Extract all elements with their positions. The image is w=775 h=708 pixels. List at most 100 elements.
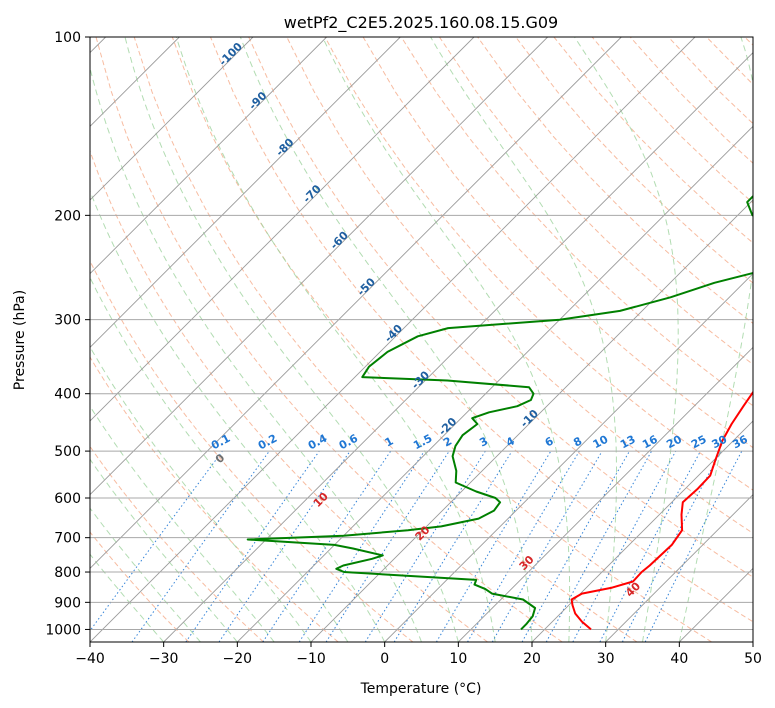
dry-adiabat <box>706 37 753 86</box>
mixing-ratio-label: 1.5 <box>411 432 434 453</box>
dry-adiabat <box>171 37 712 642</box>
mixing-ratio-line <box>521 450 630 642</box>
mixing-ratio-line <box>545 450 653 642</box>
y-tick-label: 700 <box>54 531 81 547</box>
dry-adiabat <box>515 37 753 284</box>
mixing-ratio-label: 20 <box>664 432 684 451</box>
mixing-ratio-line <box>218 450 351 642</box>
isotherm-line <box>752 641 753 642</box>
y-tick-label: 1000 <box>45 622 81 638</box>
mixing-ratio-label: 1 <box>383 434 396 449</box>
dry-adiabat <box>90 356 339 642</box>
isotherm-line <box>90 37 254 201</box>
moist-adiabat <box>90 553 165 642</box>
x-tick-label: 30 <box>597 651 615 667</box>
y-tick-label: 500 <box>54 444 81 460</box>
y-tick-label: 400 <box>54 387 81 403</box>
dry-adiabat <box>591 37 753 204</box>
isotherm-line <box>310 199 753 642</box>
mixing-ratio-label: 0.2 <box>256 432 279 453</box>
dry-adiabat <box>744 37 753 46</box>
dry-adiabat-label: 20 <box>413 523 433 543</box>
moist-adiabat <box>90 405 275 642</box>
x-tick-label: 0 <box>380 651 389 667</box>
isotherm-line <box>237 125 753 642</box>
x-tick-label: −20 <box>223 651 253 667</box>
isotherm-line <box>90 37 696 642</box>
isotherm-line <box>90 37 548 496</box>
mixing-ratio-line <box>90 450 223 632</box>
y-tick-label: 900 <box>54 595 81 611</box>
moist-adiabat <box>90 276 349 642</box>
moist-adiabat <box>678 37 753 642</box>
dry-adiabat <box>400 37 753 407</box>
profile-line-2 <box>246 194 753 631</box>
dry-adiabat-label: -50 <box>355 275 378 298</box>
profile-lines <box>246 194 753 631</box>
moist-adiabat <box>90 65 422 642</box>
dry-adiabat <box>90 531 190 642</box>
mixing-ratio-label: 8 <box>571 434 584 449</box>
x-tick-label: −30 <box>149 651 179 667</box>
mixing-ratio-line <box>572 450 677 642</box>
moist-adiabat <box>90 507 201 642</box>
grid <box>90 37 753 642</box>
moist-adiabat <box>90 345 312 642</box>
mixing-ratio-label: 0.4 <box>306 432 330 453</box>
mixing-ratio-label: 16 <box>640 433 660 452</box>
moist-adiabat <box>574 37 679 642</box>
mixing-ratio-line <box>599 450 701 642</box>
dry-adiabat <box>210 37 753 623</box>
y-tick-label: 800 <box>54 565 81 581</box>
x-tick-label: 50 <box>744 651 762 667</box>
y-axis: 1000 900 800 700 600 500 400 300 200 100 <box>45 30 90 638</box>
isotherm-line <box>605 494 753 642</box>
mixing-ratio-label: 36 <box>730 433 750 452</box>
dry-adiabat-label: -90 <box>246 89 269 112</box>
mixing-ratio-label: 13 <box>618 433 638 452</box>
y-tick-label: 300 <box>54 313 81 329</box>
plot-frame <box>89 36 754 643</box>
dry-adiabat-label: 40 <box>623 579 643 599</box>
x-tick-label: −10 <box>296 651 326 667</box>
dry-adiabat <box>90 149 488 642</box>
dry-adiabat <box>248 37 753 578</box>
isotherm-line <box>90 37 475 422</box>
x-tick-label: 10 <box>449 651 467 667</box>
mixing-ratio-label: 10 <box>591 432 611 451</box>
background-reference-lines <box>90 37 753 642</box>
dry-adiabat <box>133 37 638 642</box>
dry-adiabat-label: -60 <box>328 229 351 252</box>
isotherm-line <box>90 37 327 275</box>
x-tick-label: 40 <box>670 651 688 667</box>
isotherm-line <box>90 37 622 569</box>
moist-adiabat <box>430 37 617 642</box>
moist-adiabat <box>322 37 571 642</box>
y-tick-label: 200 <box>54 208 81 224</box>
y-tick-label: 600 <box>54 491 81 507</box>
x-tick-label: −40 <box>75 651 105 667</box>
dry-adiabat-label: -100 <box>216 40 245 69</box>
isotherm-line <box>531 420 753 642</box>
isotherm-line <box>384 273 753 642</box>
dry-adiabat-label: -10 <box>518 407 541 430</box>
isotherm-line <box>458 346 753 642</box>
mixing-ratio-line <box>131 450 270 642</box>
mixing-ratio-line <box>325 450 450 642</box>
dry-adiabat <box>324 37 753 491</box>
mixing-ratio-label: 3 <box>477 434 490 449</box>
mixing-ratio-label: 0.1 <box>209 432 232 453</box>
x-tick-label: 20 <box>523 651 541 667</box>
dry-adiabat <box>668 37 753 125</box>
moist-adiabat <box>239 37 533 642</box>
moist-adiabat <box>90 189 386 642</box>
dry-adiabat-label: -30 <box>409 368 432 391</box>
dry-adiabat-label: -80 <box>273 136 296 159</box>
mixing-ratio-label: 25 <box>689 433 709 452</box>
mixing-ratio-line <box>467 450 580 642</box>
x-axis-title: Temperature (°C) <box>360 681 482 697</box>
x-axis: −40 −30 −20 −10 0 10 20 30 40 50 <box>75 642 762 667</box>
profile-line-1 <box>570 390 753 631</box>
dry-adiabat <box>95 37 563 642</box>
